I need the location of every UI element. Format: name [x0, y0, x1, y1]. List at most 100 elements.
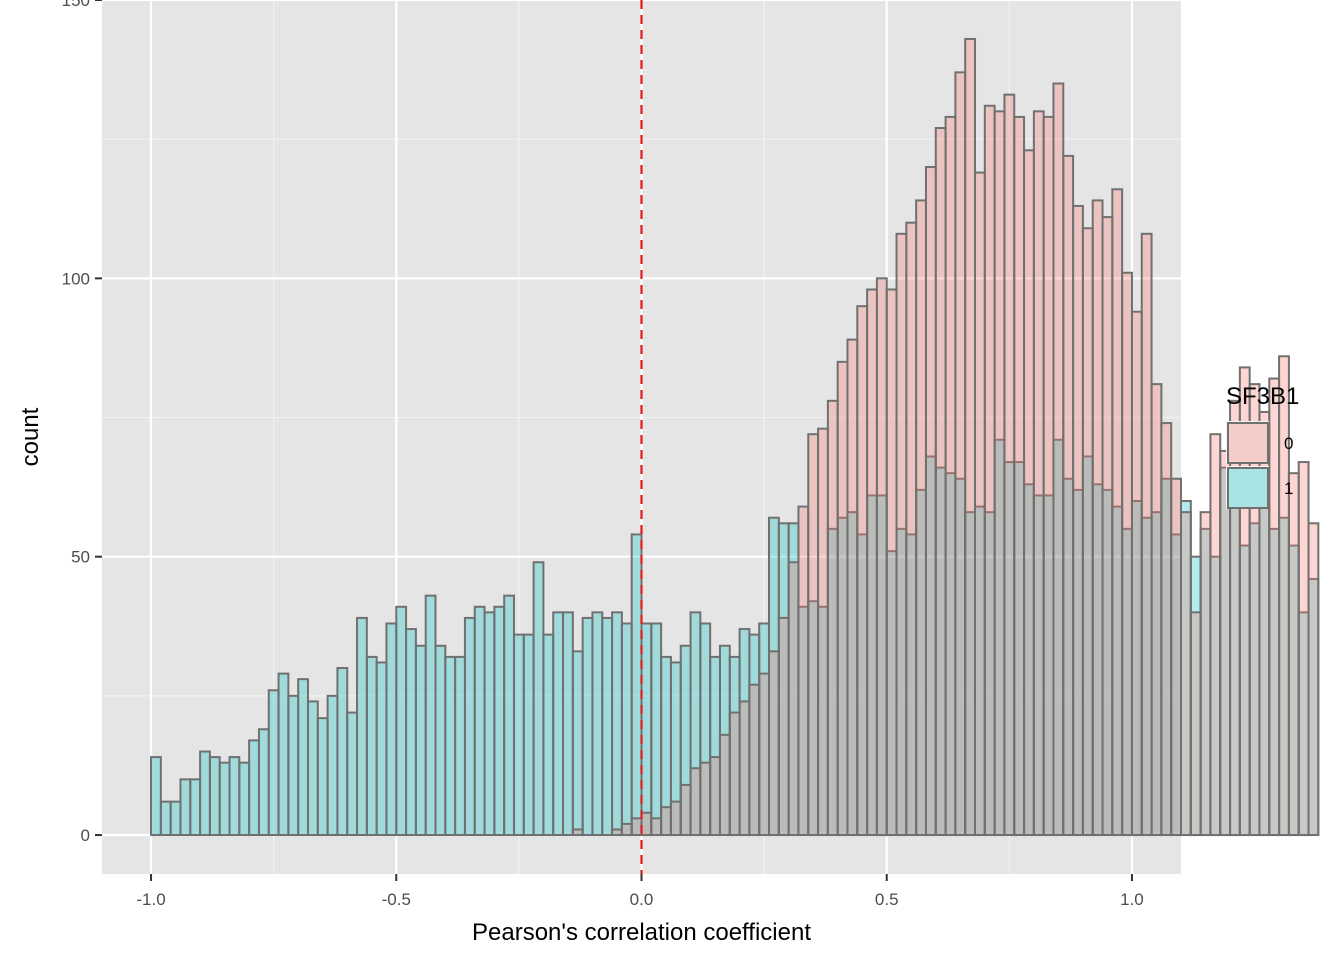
bar-series-0: [1081, 227, 1094, 837]
bar-series-0: [669, 800, 682, 837]
bar-series-0: [964, 37, 977, 837]
bar-series-1: [571, 650, 584, 837]
bar-series-1: [611, 611, 623, 837]
bar-series-0: [1150, 383, 1163, 837]
bar-series-0: [846, 338, 859, 837]
bar-series-0: [1052, 82, 1065, 837]
bar-series-0: [1101, 216, 1114, 837]
bar-series-0: [758, 672, 771, 837]
bar-series-1: [503, 594, 515, 837]
bar-series-1: [640, 622, 653, 837]
bar-series-1: [562, 611, 574, 837]
bar-series-0: [974, 171, 986, 837]
bar-series-0: [993, 110, 1006, 837]
bar-series-0: [924, 166, 937, 837]
bar-series-1: [169, 800, 182, 837]
bar-series-0: [1278, 355, 1290, 837]
axes: 0 50 100 150 -1.0 -0.5 0.0 0.5 1.0: [62, 0, 1144, 909]
bar-series-0: [689, 767, 702, 837]
bar-series-1: [356, 616, 368, 837]
x-tick-label: 0.5: [875, 890, 899, 909]
bar-series-0: [768, 650, 780, 837]
legend-key-bg: [1226, 421, 1269, 464]
bar-series-0: [1121, 271, 1133, 837]
bar-series-1: [326, 694, 339, 837]
bar-series-0: [1091, 199, 1104, 837]
bar-series-0: [983, 104, 996, 837]
bar-series-1: [522, 633, 535, 837]
bar-series-1: [454, 655, 466, 837]
bar-series-1: [238, 761, 251, 837]
bar-series-0: [718, 733, 731, 837]
bar-series-1: [620, 622, 633, 837]
bar-series-1: [581, 616, 594, 837]
bar-series-0: [1268, 377, 1281, 837]
bar-series-0: [885, 288, 898, 837]
bar-series-0: [1042, 115, 1055, 837]
bar-series-0: [1032, 110, 1045, 837]
bar-series-0: [1072, 204, 1084, 837]
bar-series-0: [640, 811, 653, 837]
bar-series-1: [346, 711, 359, 837]
bar-series-0: [1003, 93, 1016, 837]
x-tick-label: 1.0: [1120, 890, 1144, 909]
bar-series-1: [385, 622, 398, 837]
bar-series-0: [1130, 310, 1143, 837]
bar-series-1: [473, 605, 486, 837]
y-tick-label: 0: [81, 826, 90, 845]
y-tick-label: 150: [62, 0, 90, 10]
bar-series-0: [1189, 611, 1202, 837]
bar-series-1: [650, 622, 663, 837]
bar-series-1: [287, 694, 300, 837]
bar-series-0: [944, 115, 957, 837]
bar-series-1: [591, 611, 604, 837]
bar-series-1: [365, 655, 378, 837]
legend-label-1: 1: [1284, 479, 1293, 498]
bar-series-0: [728, 711, 741, 837]
bar-series-1: [375, 661, 388, 837]
bar-series-0: [1170, 477, 1183, 837]
bar-series-0: [699, 761, 712, 837]
bar-series-1: [189, 778, 202, 837]
bar-series-1: [414, 644, 427, 837]
x-tick-label: -1.0: [136, 890, 165, 909]
legend-title: SF3B1: [1226, 383, 1299, 410]
legend-swatch-1: [1227, 467, 1269, 509]
x-axis-title: Pearson's correlation coefficient: [472, 919, 811, 946]
bar-series-1: [159, 800, 172, 837]
bar-series-0: [777, 616, 790, 837]
bar-series-0: [1229, 399, 1241, 837]
bar-series-1: [601, 616, 614, 837]
bar-series-0: [787, 561, 800, 837]
bar-series-0: [748, 683, 761, 837]
bar-series-1: [532, 561, 545, 837]
bar-series-1: [267, 689, 280, 837]
bar-series-0: [1023, 149, 1035, 837]
bar-series-1: [248, 739, 260, 837]
bar-series-1: [493, 605, 506, 837]
bar-series-0: [875, 277, 888, 837]
x-tick-label: -0.5: [382, 890, 411, 909]
bar-series-0: [738, 700, 751, 837]
bar-series-1: [630, 533, 643, 837]
bar-series-0: [1287, 472, 1300, 837]
bar-series-0: [620, 822, 633, 837]
bar-series-1: [552, 611, 565, 837]
bar-series-1: [218, 761, 231, 837]
bar-series-1: [306, 700, 319, 837]
bar-series-1: [179, 778, 192, 837]
y-tick-label: 50: [71, 548, 90, 567]
bar-series-0: [660, 806, 672, 837]
bar-series-0: [934, 127, 947, 837]
bar-series-0: [856, 305, 869, 837]
bar-series-1: [336, 667, 349, 837]
bar-series-1: [395, 605, 408, 837]
bar-series-1: [316, 717, 329, 837]
bar-series-0: [826, 399, 839, 837]
bar-series-0: [807, 433, 820, 837]
bar-series-1: [512, 633, 525, 837]
bar-series-0: [1199, 511, 1212, 837]
bar-series-0: [1180, 511, 1192, 837]
bar-series-0: [1062, 154, 1075, 837]
